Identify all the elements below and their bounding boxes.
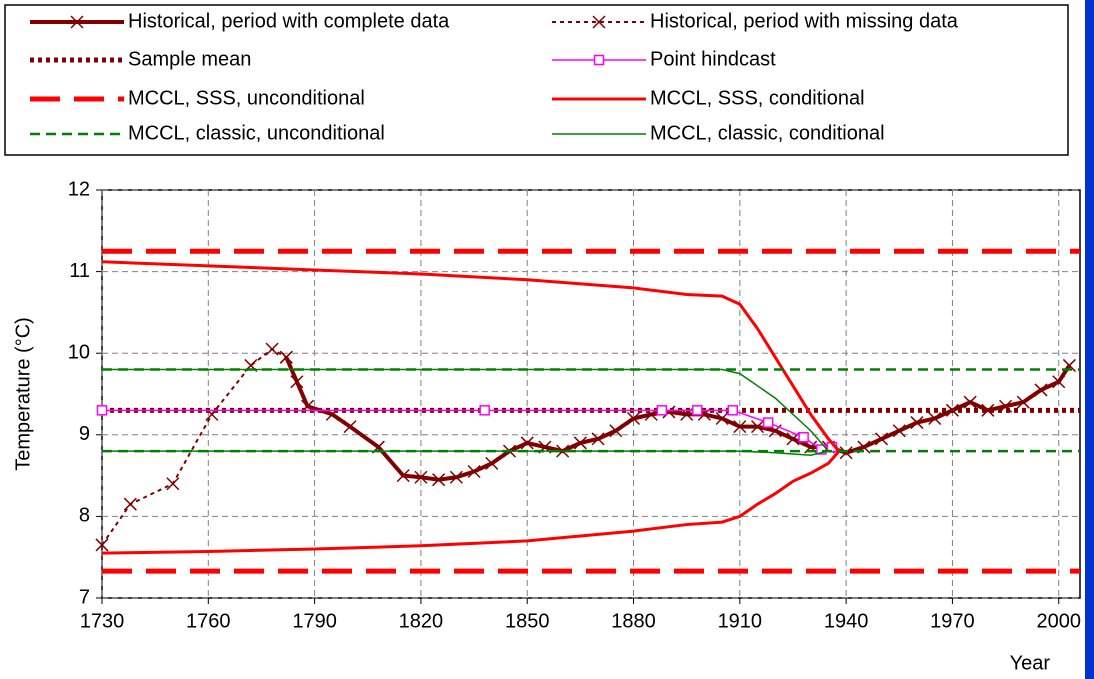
marker [875, 432, 889, 446]
marker [279, 350, 293, 364]
y-tick-label: 9 [79, 423, 90, 445]
legend: Historical, period with complete data His… [30, 10, 959, 144]
series-line [102, 450, 829, 456]
marker [715, 411, 729, 426]
marker [1016, 395, 1030, 409]
marker [166, 477, 180, 491]
marker [479, 405, 490, 416]
marker [692, 405, 703, 416]
legend-label: Historical, period with complete data [128, 10, 450, 32]
marker [414, 470, 428, 484]
y-axis-label: Temperature (°C) [12, 317, 34, 471]
marker [762, 417, 774, 428]
marker [1052, 375, 1066, 389]
marker [123, 497, 137, 511]
marker [928, 411, 942, 426]
x-tick-label: 1760 [186, 610, 231, 632]
marker [485, 456, 499, 470]
plot-area [101, 189, 1081, 599]
marker [449, 470, 463, 484]
marker [95, 538, 109, 552]
marker [593, 54, 605, 66]
series-line [102, 368, 829, 452]
marker [910, 416, 924, 430]
marker [892, 424, 906, 438]
x-axis-label: Year [1010, 652, 1051, 674]
marker [467, 464, 481, 479]
marker [751, 420, 765, 434]
marker [963, 395, 977, 409]
y-tick-label: 8 [79, 505, 90, 527]
marker [609, 424, 623, 438]
marker [290, 375, 304, 389]
x-tick-label: 1970 [930, 610, 975, 632]
marker [816, 444, 827, 455]
x-tick-label: 1880 [611, 610, 656, 632]
marker [396, 469, 410, 483]
marker [591, 432, 605, 446]
x-tick-label: 1850 [505, 610, 550, 632]
series-line [101, 450, 841, 555]
marker [626, 411, 641, 426]
marker [432, 473, 446, 487]
marks [95, 248, 1080, 574]
x-tick-label: 1940 [824, 610, 869, 632]
y-tick-label: 11 [69, 260, 90, 282]
marker [343, 420, 357, 434]
marker [1034, 383, 1048, 397]
marker [733, 420, 747, 434]
legend-label: Point hindcast [650, 48, 776, 70]
x-tick-label: 2000 [1036, 610, 1081, 632]
marker [656, 405, 668, 416]
marker [981, 403, 995, 417]
marker [70, 15, 84, 29]
marker [727, 405, 738, 416]
legend-label: Sample mean [128, 48, 251, 70]
legend-label: MCCL, classic, unconditional [128, 122, 385, 144]
marker [573, 436, 587, 450]
series-line [101, 260, 841, 453]
x-tick-label: 1730 [80, 610, 125, 632]
y-tick-label: 10 [68, 341, 90, 363]
legend-box [4, 4, 1069, 156]
legend-label: MCCL, SSS, conditional [650, 87, 865, 109]
legend-label: MCCL, SSS, unconditional [128, 87, 365, 109]
x-tick-label: 1820 [399, 610, 444, 632]
x-tick-label: 1910 [718, 610, 763, 632]
y-tick-label: 12 [68, 178, 90, 200]
y-tick-label: 7 [79, 586, 90, 608]
x-tick-label: 1790 [292, 610, 337, 632]
marker [96, 405, 108, 416]
marker [520, 436, 534, 450]
marker [839, 446, 853, 460]
marker [798, 431, 809, 443]
marker [592, 15, 606, 29]
marker [265, 342, 279, 356]
window-edge [1085, 0, 1094, 679]
grid: 7 8 9 10 11 12 1730 1760 1790 1820 1850 1880 1910 194… [68, 178, 1081, 632]
legend-label: Historical, period with missing data [650, 10, 959, 32]
legend-label: MCCL, classic, conditional [650, 122, 885, 144]
